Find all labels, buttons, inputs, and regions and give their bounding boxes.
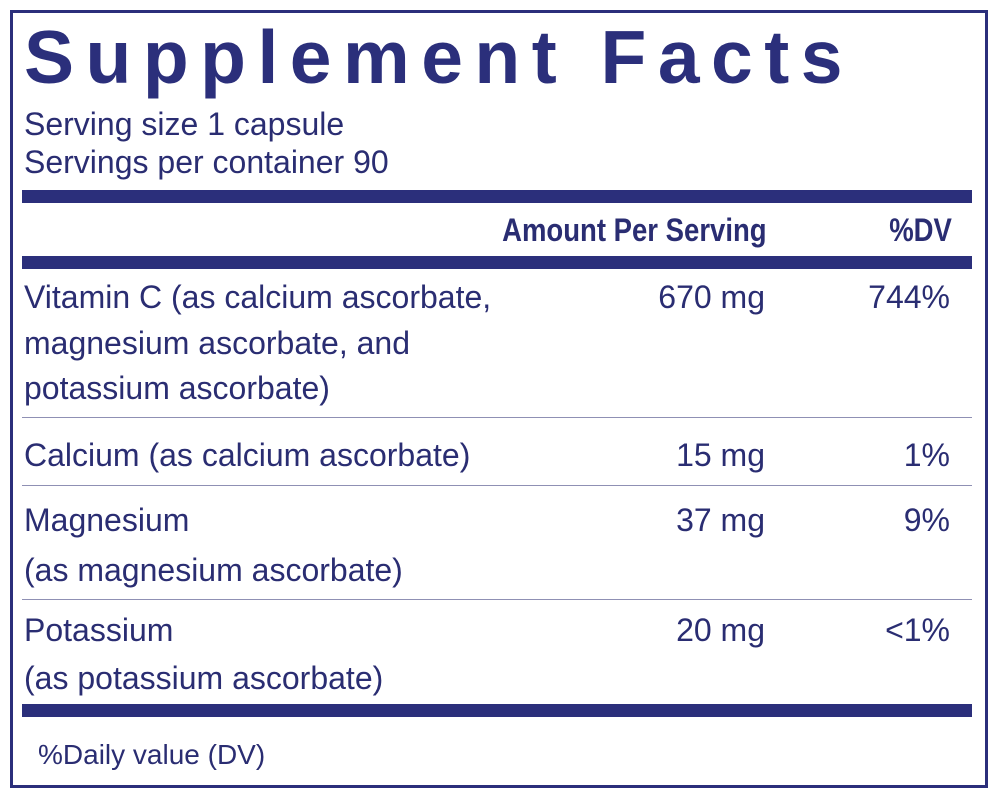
thick-divider [22, 256, 972, 269]
nutrient-dv: 9% [903, 502, 950, 538]
serving-size: Serving size 1 capsule [24, 106, 345, 142]
thick-divider [22, 190, 972, 203]
nutrient-name: Magnesium [24, 502, 190, 538]
nutrient-amount: 670 mg [658, 279, 765, 315]
nutrient-dv: 744% [868, 279, 950, 315]
footnote: %Daily value (DV) [38, 739, 266, 770]
label-title: Supplement Facts [24, 15, 854, 99]
row-divider [22, 417, 972, 418]
nutrient-name: (as potassium ascorbate) [24, 660, 384, 696]
nutrient-amount: 20 mg [676, 612, 765, 648]
label-border [10, 10, 988, 788]
header-dv: %DV [889, 212, 952, 248]
nutrient-dv: 1% [903, 437, 950, 473]
nutrient-name: potassium ascorbate) [24, 370, 330, 406]
nutrient-amount: 15 mg [676, 437, 765, 473]
nutrient-name: Calcium (as calcium ascorbate) [24, 437, 471, 473]
nutrient-amount: 37 mg [676, 502, 765, 538]
servings-per-container: Servings per container 90 [24, 144, 389, 180]
header-amount: Amount Per Serving [502, 212, 767, 248]
nutrient-name: magnesium ascorbate, and [24, 325, 410, 361]
nutrient-dv: <1% [885, 612, 950, 648]
nutrient-name: (as magnesium ascorbate) [24, 552, 403, 588]
row-divider [22, 599, 972, 600]
row-divider [22, 485, 972, 486]
nutrient-name: Potassium [24, 612, 174, 648]
nutrient-name: Vitamin C (as calcium ascorbate, [24, 279, 492, 315]
thick-divider [22, 704, 972, 717]
